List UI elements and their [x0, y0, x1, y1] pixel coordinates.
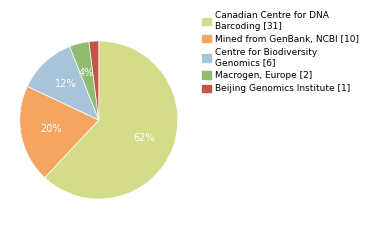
Text: 20%: 20% — [40, 124, 62, 134]
Text: 12%: 12% — [54, 79, 76, 89]
Text: 62%: 62% — [134, 133, 155, 143]
Wedge shape — [20, 86, 99, 178]
Wedge shape — [89, 41, 99, 120]
Wedge shape — [45, 41, 178, 199]
Wedge shape — [27, 47, 99, 120]
Legend: Canadian Centre for DNA
Barcoding [31], Mined from GenBank, NCBI [10], Centre fo: Canadian Centre for DNA Barcoding [31], … — [201, 11, 359, 93]
Text: 4%: 4% — [79, 67, 94, 78]
Wedge shape — [70, 42, 99, 120]
